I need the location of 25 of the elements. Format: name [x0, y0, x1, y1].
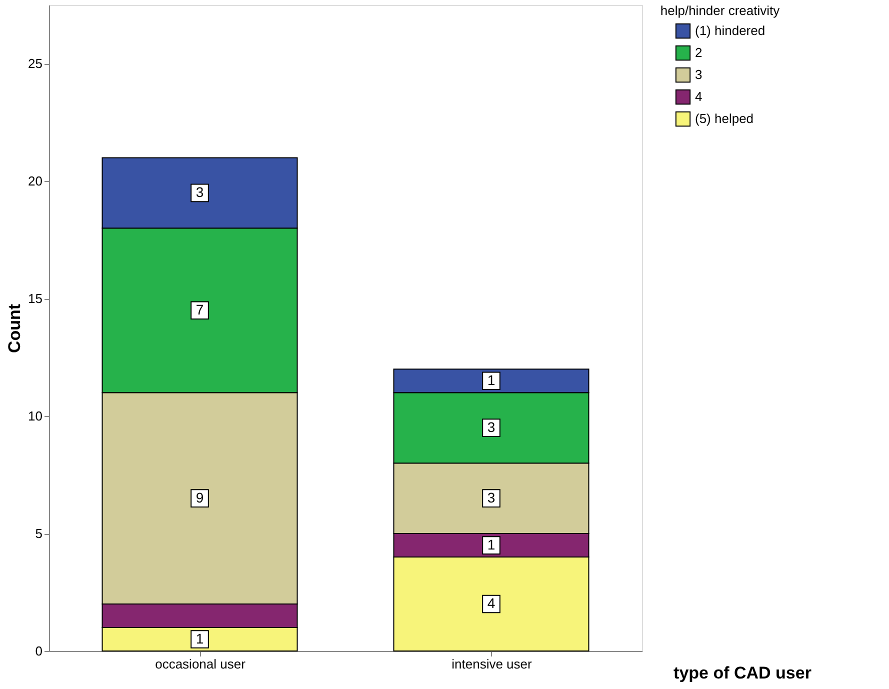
x-axis-title: type of CAD user	[674, 664, 812, 682]
data-label: 1	[487, 536, 496, 552]
data-label: 9	[196, 489, 204, 506]
data-label: 3	[196, 184, 204, 200]
legend-label: (5) helped	[695, 111, 754, 126]
y-tick-label: 25	[28, 56, 42, 72]
y-tick-label: 15	[28, 291, 42, 306]
data-label: 1	[196, 630, 204, 646]
data-label: 1	[487, 372, 496, 388]
data-label: 3	[487, 418, 496, 435]
y-tick-label: 10	[28, 408, 42, 424]
y-tick-label: 20	[28, 174, 42, 189]
x-tick-label: intensive user	[452, 656, 533, 672]
data-label: 7	[196, 301, 204, 318]
legend-label: (1) hindered	[695, 23, 766, 38]
data-label: 4	[487, 595, 496, 612]
y-tick-label: 0	[35, 644, 42, 658]
legend-label: 3	[695, 67, 702, 82]
legend-title: help/hinder creativity	[660, 3, 780, 18]
data-label: 3	[487, 489, 496, 506]
legend-label: 2	[695, 45, 702, 60]
y-tick-label: 5	[35, 526, 42, 542]
x-tick-label: occasional user	[155, 656, 246, 672]
y-axis-title: Count	[5, 304, 24, 354]
legend-label: 4	[695, 89, 702, 104]
